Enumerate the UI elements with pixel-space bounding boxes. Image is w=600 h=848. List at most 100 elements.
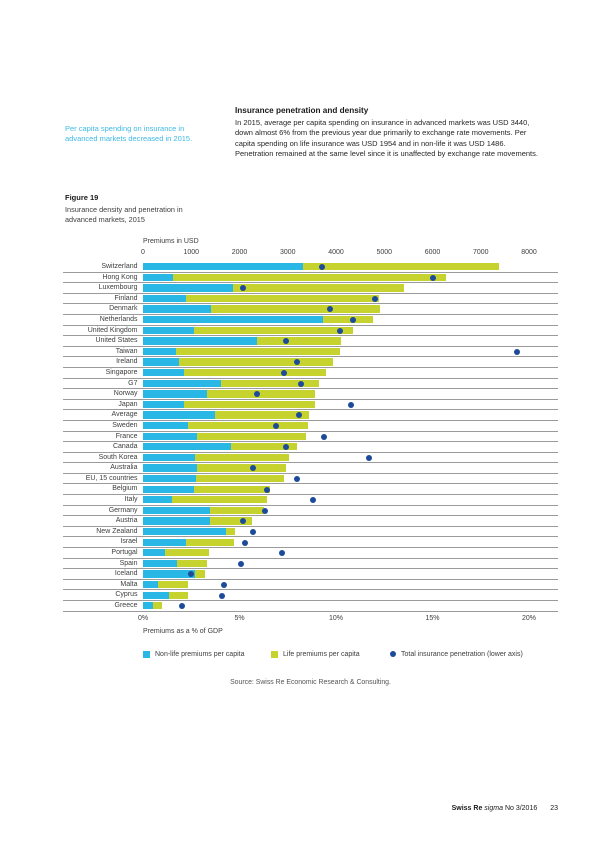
figure-number: Figure 19 (65, 193, 99, 202)
row-plot (143, 559, 558, 569)
bottom-axis-tick: 5% (234, 614, 245, 622)
footer-publication: sigma (484, 805, 503, 812)
penetration-dot (371, 295, 378, 302)
non-life-bar-segment (143, 422, 188, 430)
stacked-bar (143, 443, 297, 451)
row-label: Luxembourg (98, 284, 138, 292)
footer-issue: No 3/2016 (504, 805, 538, 812)
non-life-bar-segment (143, 390, 208, 398)
penetration-dot (348, 401, 355, 408)
penetration-dot (282, 444, 289, 451)
non-life-bar-segment (143, 602, 154, 610)
chart-row: United States (63, 336, 558, 347)
legend-label: Total insurance penetration (lower axis) (401, 650, 523, 658)
intro-section: Insurance penetration and density In 201… (235, 106, 541, 159)
row-plot (143, 294, 558, 304)
chart-row: Denmark (63, 304, 558, 315)
chart-row: Portugal (63, 548, 558, 559)
stacked-bar (143, 369, 326, 377)
stacked-bar (143, 273, 446, 281)
row-plot (143, 336, 558, 346)
figure-caption: Insurance density and penetration in adv… (65, 205, 183, 224)
stacked-bar (143, 326, 354, 334)
life-bar-segment (193, 326, 354, 334)
row-plot (143, 262, 558, 272)
row-plot (143, 304, 558, 314)
life-bar-segment (158, 580, 189, 589)
row-label: Germany (108, 506, 138, 514)
top-axis-tick: 8000 (521, 249, 537, 256)
margin-note: Per capita spending on insurance in adva… (65, 124, 193, 144)
row-label: United Kingdom (87, 326, 138, 334)
penetration-dot (294, 359, 301, 366)
row-label: Japan (118, 400, 138, 408)
row-label: South Korea (98, 453, 138, 461)
row-plot (143, 326, 558, 336)
life-bar-segment (323, 316, 374, 324)
non-life-bar-segment (143, 517, 211, 525)
non-life-bar-segment (143, 284, 233, 292)
non-life-bar-segment (143, 411, 215, 419)
row-label: Taiwan (115, 347, 138, 355)
legend-item: Total insurance penetration (lower axis) (390, 651, 523, 658)
non-life-bar-segment (143, 559, 177, 568)
stacked-bar (143, 485, 271, 493)
row-plot (143, 548, 558, 558)
life-bar-segment (168, 591, 188, 599)
row-plot (143, 463, 558, 473)
stacked-bar (143, 422, 309, 430)
penetration-dot (327, 306, 334, 313)
row-plot (143, 442, 558, 452)
non-life-bar-segment (143, 474, 197, 483)
row-label: Greece (114, 602, 138, 609)
stacked-bar (143, 506, 265, 515)
row-plot (143, 516, 558, 526)
stacked-bar (143, 570, 205, 578)
chart-row: Hong Kong (63, 273, 558, 284)
top-axis-title: Premiums in USD (143, 238, 199, 245)
chart-row: New Zealand (63, 527, 558, 538)
penetration-dot (350, 317, 357, 324)
bottom-axis-tick: 0% (137, 614, 149, 622)
row-label: Denmark (109, 305, 138, 313)
penetration-dot (282, 338, 289, 345)
page-footer: Swiss Re sigma No 3/2016 23 (452, 805, 558, 812)
chart-row: Luxembourg (63, 283, 558, 294)
non-life-bar-segment (143, 580, 159, 589)
row-plot (143, 368, 558, 378)
life-bar-segment (197, 464, 286, 472)
penetration-dot (296, 412, 303, 419)
life-bar-segment (211, 305, 381, 313)
row-plot (143, 569, 558, 579)
row-plot (143, 400, 558, 410)
non-life-bar-segment (143, 316, 324, 324)
penetration-dot (188, 571, 195, 578)
stacked-bar (143, 580, 189, 589)
chart-row: Israel (63, 537, 558, 549)
row-label: Italy (124, 496, 138, 504)
row-plot (143, 453, 558, 463)
row-label: G7 (128, 379, 138, 387)
penetration-dot (250, 528, 256, 535)
stacked-bar (143, 263, 499, 271)
bottom-axis-tick: 20% (521, 614, 537, 622)
life-bar-segment (196, 474, 285, 483)
chart-row: Spain (63, 559, 558, 570)
legend-item: Non-life premiums per capita (143, 650, 244, 658)
row-label: Israel (120, 538, 138, 546)
row-plot (143, 315, 558, 325)
row-label: Norway (113, 390, 138, 398)
non-life-bar-segment (143, 326, 194, 334)
row-label: Spain (119, 559, 138, 567)
life-bar-segment (176, 347, 341, 356)
chart-row: Germany (63, 506, 558, 517)
chart-row: Malta (63, 580, 558, 591)
top-axis-tick: 3000 (279, 249, 296, 256)
row-plot (143, 432, 558, 442)
life-bar-segment (176, 559, 208, 568)
non-life-bar-segment (143, 294, 187, 303)
chart-row: Finland (63, 294, 558, 305)
non-life-bar-segment (143, 443, 231, 451)
stacked-bar (143, 316, 374, 324)
stacked-bar (143, 496, 267, 504)
